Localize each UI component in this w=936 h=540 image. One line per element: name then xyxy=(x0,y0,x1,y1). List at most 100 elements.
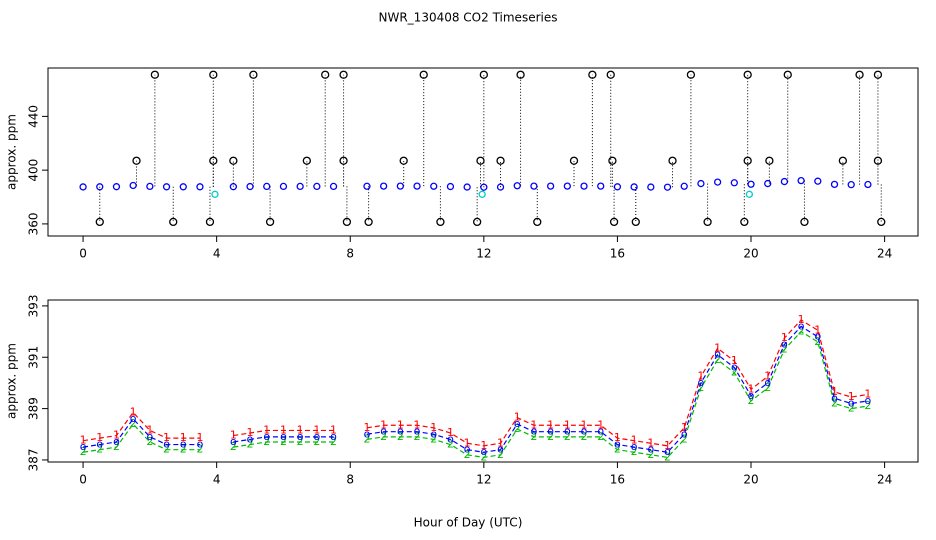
point xyxy=(631,217,640,227)
point: 1 xyxy=(647,436,654,449)
x-tick-label: 16 xyxy=(610,247,625,261)
point xyxy=(780,177,789,186)
point xyxy=(169,217,178,227)
point: 2 xyxy=(146,435,153,448)
point xyxy=(112,183,121,191)
point: o xyxy=(313,430,320,443)
point: 1 xyxy=(597,418,604,431)
point: 1 xyxy=(414,418,421,431)
point xyxy=(478,190,486,198)
point: 2 xyxy=(180,443,187,456)
point xyxy=(476,156,485,165)
point: 2 xyxy=(263,435,270,448)
point xyxy=(263,182,271,191)
point xyxy=(302,156,311,165)
point xyxy=(209,70,218,79)
point: 1 xyxy=(263,423,270,436)
point: 2 xyxy=(230,440,237,453)
point: 1 xyxy=(581,418,588,431)
point: o xyxy=(681,427,688,440)
point xyxy=(129,181,137,190)
y-axis-label: approx. ppm xyxy=(5,343,19,419)
x-tick-label: 8 xyxy=(346,473,354,487)
point: 2 xyxy=(96,443,103,456)
y-tick-label: 440 xyxy=(27,105,41,128)
point xyxy=(363,182,371,190)
point xyxy=(446,182,455,191)
point: o xyxy=(397,425,404,438)
point xyxy=(877,217,886,227)
point: o xyxy=(80,440,87,453)
point: 1 xyxy=(764,370,771,383)
point: 1 xyxy=(781,331,788,344)
point: 1 xyxy=(864,387,871,400)
point xyxy=(569,156,579,165)
point: 1 xyxy=(247,426,254,439)
point: 1 xyxy=(748,382,755,395)
point xyxy=(79,183,87,191)
point xyxy=(530,182,538,190)
point xyxy=(647,183,655,191)
point: o xyxy=(297,430,304,443)
point xyxy=(399,156,408,165)
point: 2 xyxy=(614,443,621,456)
point: 2 xyxy=(697,381,704,394)
point xyxy=(606,70,615,79)
point: o xyxy=(831,391,838,404)
point xyxy=(179,183,187,191)
point: 2 xyxy=(430,432,437,445)
point: o xyxy=(180,438,187,451)
point: o xyxy=(364,427,371,440)
x-tick-label: 24 xyxy=(877,473,892,487)
point xyxy=(479,70,488,79)
point: 2 xyxy=(564,430,571,443)
point: 2 xyxy=(280,435,287,448)
point: 1 xyxy=(714,341,721,354)
point: 2 xyxy=(414,430,421,443)
point: 2 xyxy=(647,448,654,461)
y-tick-label: 393 xyxy=(27,294,41,317)
point xyxy=(745,190,753,198)
point xyxy=(265,217,275,227)
point: 2 xyxy=(330,435,337,448)
point: o xyxy=(163,438,170,451)
point: o xyxy=(848,396,855,409)
x-tick-label: 4 xyxy=(213,247,221,261)
point xyxy=(430,182,438,190)
x-axis-label: Hour of Day (UTC) xyxy=(414,516,523,530)
point: 1 xyxy=(697,370,704,383)
point: 2 xyxy=(196,443,203,456)
point: o xyxy=(547,425,554,438)
point: 1 xyxy=(130,405,137,418)
series-line xyxy=(82,325,868,453)
point xyxy=(196,183,204,191)
series-line xyxy=(82,319,868,447)
point: o xyxy=(430,427,437,440)
point: 1 xyxy=(380,418,387,431)
x-tick-label: 0 xyxy=(79,473,87,487)
point: 2 xyxy=(714,353,721,366)
y-tick-label: 360 xyxy=(27,212,41,235)
point xyxy=(838,156,848,165)
point xyxy=(419,70,428,79)
point: 2 xyxy=(764,381,771,394)
point: o xyxy=(113,435,120,448)
point: o xyxy=(414,425,421,438)
point: 2 xyxy=(781,343,788,356)
point xyxy=(146,182,154,191)
y-axis-label: approx. ppm xyxy=(5,114,19,190)
point xyxy=(730,179,738,187)
point xyxy=(588,70,597,79)
point: o xyxy=(531,425,538,438)
point: o xyxy=(96,438,103,451)
point xyxy=(855,70,864,79)
point: 1 xyxy=(514,411,521,424)
x-tick-label: 0 xyxy=(79,247,87,261)
point xyxy=(279,182,288,191)
point: 1 xyxy=(681,421,688,434)
point: o xyxy=(280,430,287,443)
point: 2 xyxy=(163,443,170,456)
point xyxy=(743,70,752,79)
point: o xyxy=(698,376,705,389)
